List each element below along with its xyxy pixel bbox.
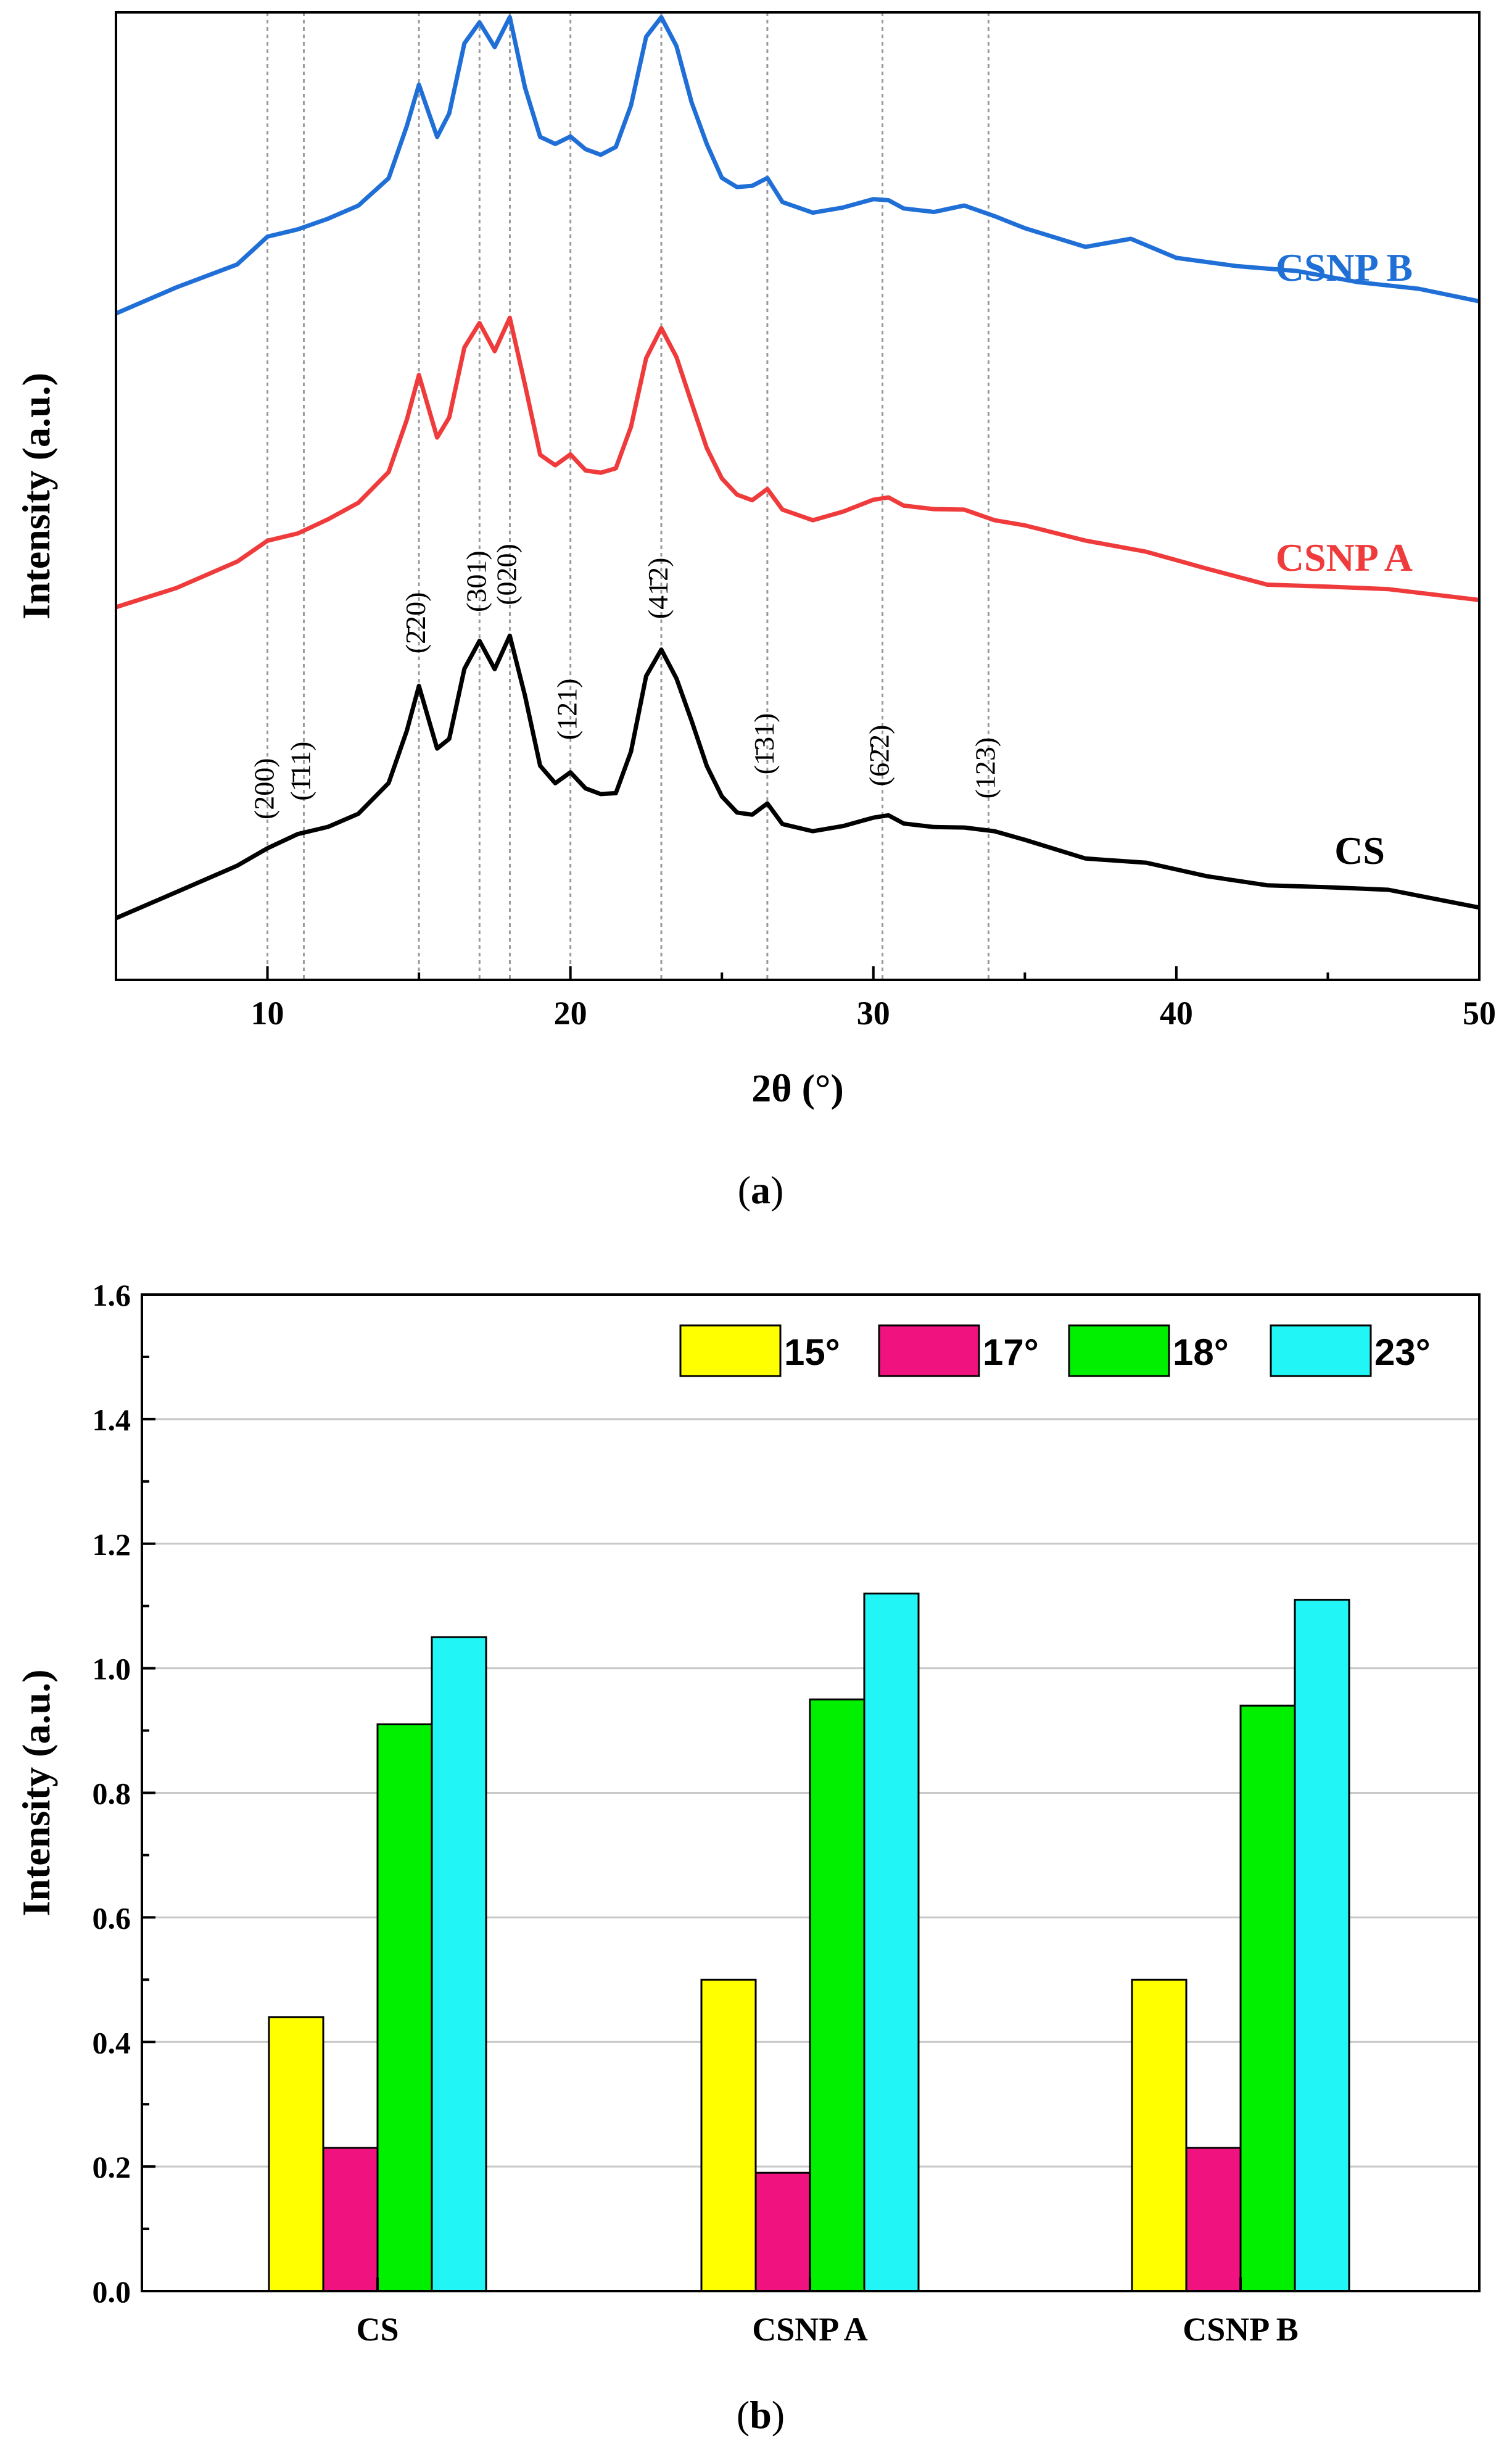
series-label-csnp-b: CSNP B	[1276, 246, 1413, 289]
panel-label-a: (a)	[738, 1168, 784, 1212]
x-tick-label-20: 20	[554, 995, 587, 1032]
category-label-csnp-b: CSNP B	[1183, 2311, 1299, 2348]
legend-label-15: 15°	[784, 1332, 840, 1373]
legend-swatch-23	[1270, 1324, 1372, 1377]
series-labels: CSNP B CSNP A CS	[1276, 246, 1413, 873]
bar-csnp-b-18	[1239, 1704, 1296, 2292]
x-tick-label-10: 10	[251, 995, 284, 1032]
legend-swatch-15	[679, 1324, 782, 1377]
bar-csnp-b-23	[1294, 1599, 1350, 2292]
plane-label-301: (301)	[460, 550, 492, 612]
plane-label-1-31: (1̄31)	[748, 713, 780, 775]
y-tick-label-0-2: 0.2	[93, 2150, 131, 2184]
y-axis-title-a: Intensity (a.u.)	[14, 373, 58, 620]
bar-panel-b: 0.0 0.2 0.4 0.6 0.8 1.0 1.2 1.4 1.6 CS CSNP A CSNP…	[14, 1278, 1481, 2348]
plane-label-020: (020)	[490, 544, 522, 605]
bar-csnp-a-17	[754, 2171, 811, 2292]
reference-lines	[266, 12, 989, 980]
y-axis-title-b: Intensity (a.u.)	[14, 1669, 58, 1916]
bar-cs-18	[376, 1723, 433, 2292]
plane-label-41-2: (41̄2)	[642, 558, 674, 620]
panel-label-b: (b)	[737, 2393, 785, 2437]
plot-frame-a	[115, 11, 1481, 981]
y-tick-label-0-4: 0.4	[93, 2025, 131, 2060]
legend-label-23: 23°	[1374, 1332, 1431, 1373]
plane-label-62-2: (62̄2)	[864, 725, 895, 787]
bar-cs-17	[322, 2147, 379, 2292]
x-axis-title: 2θ (°)	[751, 1066, 844, 1110]
category-label-cs: CS	[356, 2311, 399, 2348]
bar-cs-23	[431, 1636, 487, 2292]
x-tick-label-40: 40	[1160, 995, 1193, 1032]
y-axis-ticks: 0.0 0.2 0.4 0.6 0.8 1.0 1.2 1.4 1.6	[93, 1278, 155, 2309]
xrd-series	[115, 15, 1480, 921]
y-tick-label-1-6: 1.6	[93, 1278, 131, 1312]
bar-csnp-a-23	[863, 1593, 920, 2292]
legend-swatch-18	[1068, 1324, 1170, 1377]
x-tick-label-50: 50	[1463, 995, 1496, 1032]
bars	[268, 1593, 1350, 2292]
series-line-csnp-a	[115, 315, 1480, 610]
y-tick-label-0-8: 0.8	[93, 1776, 131, 1811]
bar-cs-15	[268, 2016, 324, 2292]
plane-labels: (200) (1̄11) (2̄20) (301)(020) (121) (41̄2) (1…	[249, 544, 1001, 819]
plane-label-2-20: (2̄20)	[400, 592, 431, 654]
series-line-csnp-b	[115, 15, 1480, 316]
category-label-csnp-a: CSNP A	[752, 2311, 868, 2348]
y-tick-label-1-4: 1.4	[93, 1403, 131, 1437]
series-label-csnp-a: CSNP A	[1276, 536, 1413, 579]
series-line-cs	[115, 633, 1480, 921]
y-tick-label-1-2: 1.2	[93, 1527, 131, 1562]
x-tick-label-30: 30	[857, 995, 890, 1032]
legend-label-18: 18°	[1173, 1332, 1229, 1373]
y-tick-label-1-0: 1.0	[93, 1652, 131, 1686]
bar-csnp-a-15	[700, 1978, 757, 2292]
x-axis-categories: CS CSNP A CSNP B	[356, 2278, 1299, 2348]
plane-label-121: (121)	[552, 679, 583, 740]
y-tick-label-0-0: 0.0	[93, 2274, 131, 2309]
bar-csnp-b-15	[1131, 1978, 1188, 2292]
legend-label-17: 17°	[983, 1332, 1039, 1373]
series-label-cs: CS	[1334, 829, 1385, 873]
x-axis-ticks: 10 20 30 40 50	[115, 966, 1496, 1032]
plane-label-123: (123)	[969, 737, 1001, 799]
legend: 15° 17° 18° 23°	[679, 1324, 1431, 1377]
bar-csnp-b-17	[1185, 2147, 1242, 2292]
xrd-panel-a: (200) (1̄11) (2̄20) (301)(020) (121) (41̄2) (1…	[14, 11, 1496, 1110]
plane-label-200: (200)	[249, 758, 280, 819]
legend-swatch-17	[878, 1324, 980, 1377]
plane-label-1-11: (1̄11)	[284, 742, 316, 801]
bar-csnp-a-18	[809, 1698, 865, 2292]
y-tick-label-0-6: 0.6	[93, 1901, 131, 1935]
